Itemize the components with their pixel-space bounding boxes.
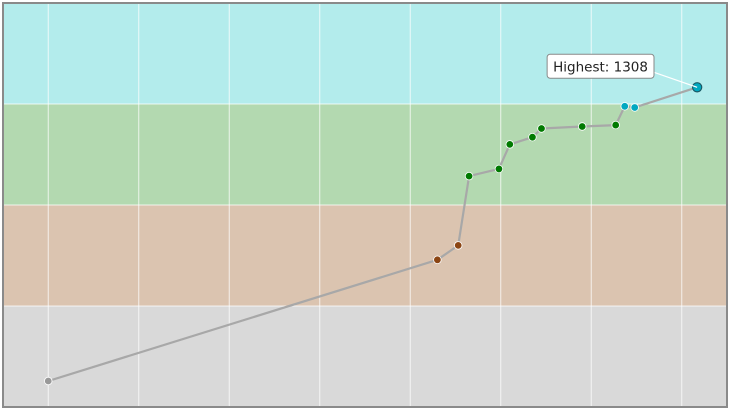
data-point — [494, 164, 504, 174]
data-point — [454, 241, 463, 250]
data-point — [505, 140, 514, 149]
tooltip-box — [546, 53, 655, 79]
data-point — [464, 171, 474, 181]
plot-band-1 — [3, 205, 727, 306]
data-point — [537, 124, 546, 133]
tooltip-connector — [653, 71, 698, 88]
plot-band-3 — [3, 3, 727, 104]
data-point — [620, 102, 629, 111]
series-layer — [44, 82, 703, 386]
data-point — [528, 132, 537, 142]
data-point — [44, 376, 53, 386]
tooltip-label: Highest: 1308 — [553, 59, 648, 75]
plot-bands — [3, 3, 727, 407]
data-point — [630, 103, 639, 112]
data-point — [433, 255, 442, 265]
grid-lines — [3, 3, 727, 407]
plot-band-2 — [3, 104, 727, 205]
highest-tooltip: Highest: 1308 — [546, 53, 698, 88]
data-point — [611, 120, 620, 130]
plot-band-0 — [3, 306, 727, 407]
data-point — [578, 122, 587, 131]
